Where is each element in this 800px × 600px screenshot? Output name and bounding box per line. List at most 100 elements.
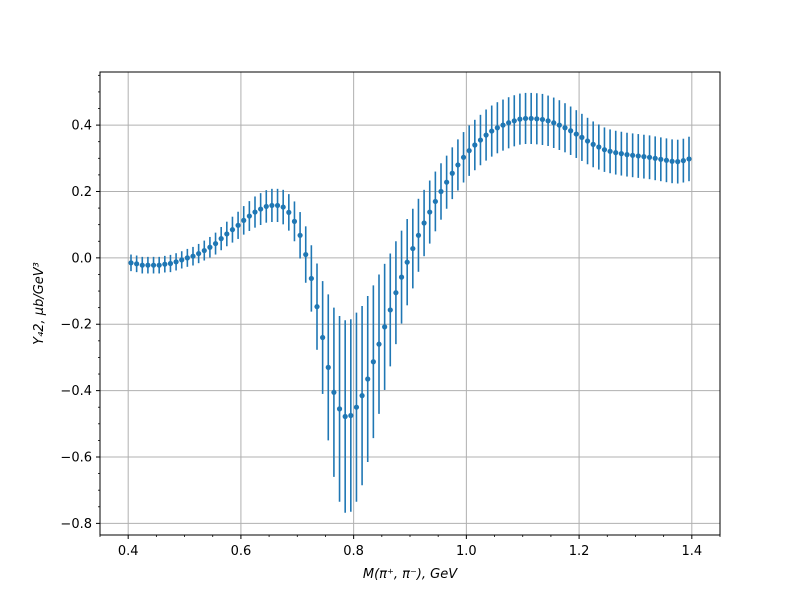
data-point: [207, 244, 213, 250]
data-point: [562, 125, 568, 131]
data-point: [618, 151, 624, 157]
data-point: [229, 227, 236, 233]
data-point: [551, 120, 557, 126]
data-point: [545, 118, 551, 124]
data-point: [258, 206, 264, 212]
data-point: [494, 125, 500, 131]
data-point: [139, 262, 145, 268]
data-points: [128, 115, 692, 420]
data-point: [252, 209, 258, 215]
data-point: [528, 115, 534, 122]
data-point: [444, 179, 450, 185]
data-point: [663, 157, 670, 163]
data-point: [269, 202, 275, 209]
x-tick-label: 1.4: [681, 544, 702, 559]
data-point: [556, 122, 562, 128]
data-point: [669, 158, 675, 164]
data-point: [607, 148, 613, 154]
data-point: [489, 128, 495, 134]
data-point: [235, 222, 241, 228]
data-point: [534, 116, 540, 122]
x-tick-label: 0.8: [343, 544, 364, 559]
data-point: [365, 376, 371, 382]
data-point: [630, 152, 636, 158]
data-point: [438, 188, 444, 195]
data-point: [359, 393, 365, 399]
data-point: [646, 154, 653, 160]
data-point: [449, 170, 455, 176]
data-point: [483, 132, 489, 138]
data-point: [517, 116, 523, 122]
data-point: [162, 261, 168, 267]
data-point: [573, 131, 579, 137]
data-point: [286, 209, 292, 215]
data-point: [348, 412, 354, 419]
y-tick-label: −0.4: [60, 384, 92, 399]
data-point: [472, 142, 478, 148]
data-point: [303, 251, 309, 258]
data-point: [415, 232, 422, 238]
data-point: [190, 253, 196, 259]
x-tick-label: 0.6: [231, 544, 252, 559]
data-point: [145, 262, 151, 268]
data-point: [511, 118, 517, 124]
data-point: [263, 203, 269, 210]
data-point: [297, 232, 303, 238]
data-point: [506, 120, 512, 126]
data-point: [376, 341, 382, 347]
data-point: [274, 202, 281, 209]
data-point: [320, 334, 326, 341]
data-point: [410, 245, 416, 252]
data-point: [184, 255, 190, 261]
y-tick-label: −0.8: [60, 517, 92, 532]
data-point: [641, 154, 647, 160]
x-tick-label: 0.4: [118, 544, 139, 559]
data-point: [353, 404, 360, 410]
data-point: [246, 213, 252, 219]
y-tick-label: −0.2: [60, 318, 92, 333]
data-point: [218, 236, 224, 242]
data-point: [336, 406, 343, 412]
data-point: [156, 262, 162, 268]
data-point: [201, 247, 207, 254]
x-axis-label: M(π⁺, π⁻), GeV: [363, 567, 458, 582]
data-point: [427, 209, 433, 215]
data-point: [280, 204, 286, 210]
y-tick-label: 0.2: [71, 185, 92, 200]
data-point: [680, 158, 686, 164]
data-point: [314, 304, 320, 310]
data-point: [432, 198, 438, 205]
data-point: [455, 162, 461, 168]
data-point: [342, 413, 348, 420]
data-point: [382, 324, 388, 330]
data-point: [579, 134, 585, 140]
x-tick-label: 1.0: [456, 544, 477, 559]
data-point: [196, 250, 202, 257]
data-point: [331, 389, 337, 395]
data-point: [500, 122, 506, 128]
data-point: [325, 364, 331, 370]
data-point: [601, 147, 608, 153]
data-point: [150, 262, 157, 268]
data-point: [584, 138, 591, 144]
data-point: [179, 257, 185, 263]
data-point: [421, 220, 427, 226]
data-point: [652, 155, 658, 161]
y-axis-label: Y₄2, μb/GeV³: [32, 262, 47, 345]
data-point: [613, 150, 619, 156]
data-point: [686, 156, 692, 162]
data-point: [224, 231, 230, 237]
grid-lines: [100, 72, 720, 535]
data-point: [624, 152, 630, 158]
data-point: [134, 261, 140, 267]
y-tick-label: −0.6: [60, 451, 92, 466]
data-point: [241, 217, 247, 223]
data-point: [404, 259, 410, 265]
data-point: [128, 260, 134, 266]
data-point: [568, 128, 574, 134]
data-point: [173, 259, 179, 265]
data-point: [635, 153, 641, 159]
data-point: [387, 307, 393, 313]
data-point: [522, 115, 529, 122]
